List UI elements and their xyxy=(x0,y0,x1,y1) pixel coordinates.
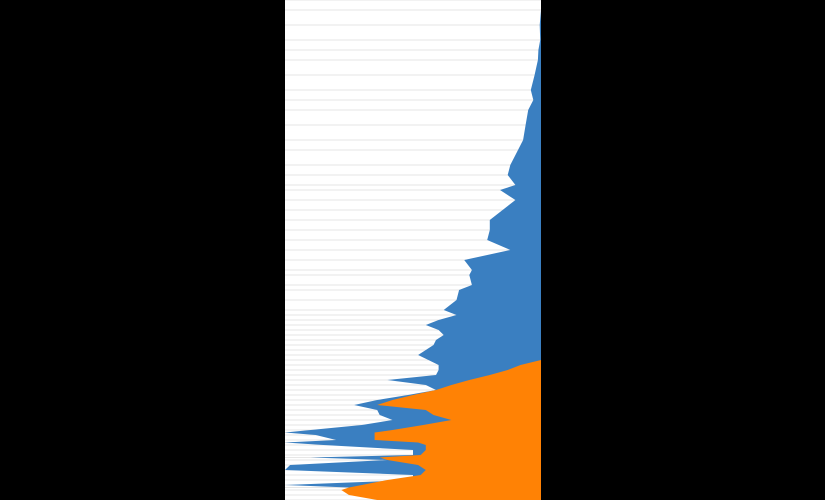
series-area-blue xyxy=(285,0,541,500)
series-group xyxy=(285,0,541,500)
series-area-orange xyxy=(341,0,541,500)
